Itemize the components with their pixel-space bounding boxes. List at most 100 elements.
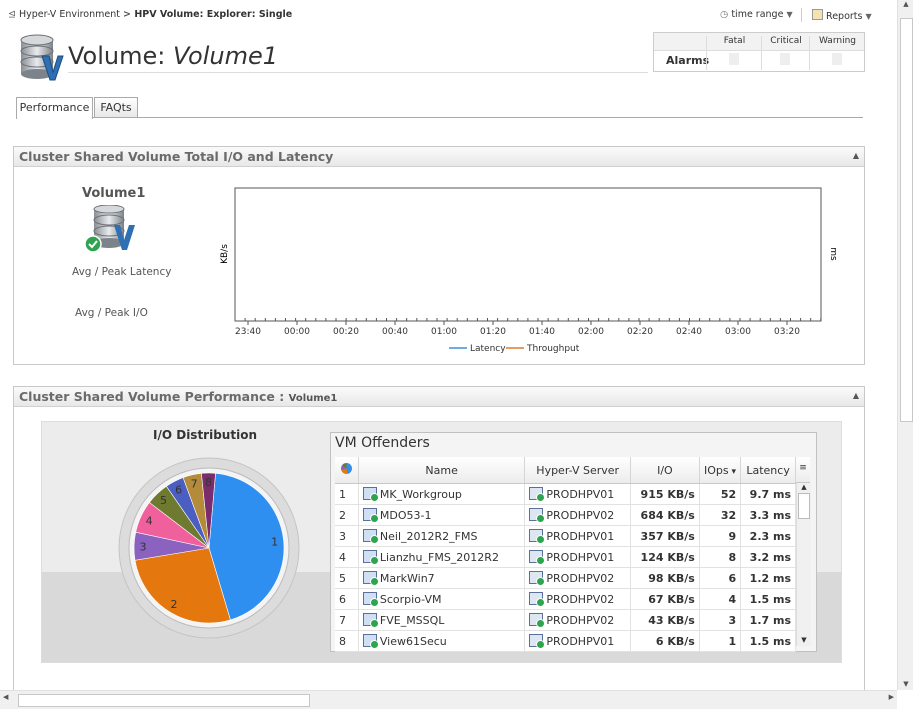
alarm-column-header: Critical	[761, 36, 810, 70]
table-cell: 1.7 ms	[740, 609, 796, 631]
io-value: 6 KB/s	[655, 634, 695, 648]
table-cell: PRODHPV02	[524, 504, 631, 526]
iops-value: 6	[728, 571, 737, 585]
vm-name[interactable]: Neil_2012R2_FMS	[379, 530, 478, 543]
row-index: 1	[339, 487, 346, 501]
server-name[interactable]: PRODHPV01	[546, 488, 615, 501]
table-cell: 3.2 ms	[740, 546, 796, 568]
table-cell: 9	[699, 525, 742, 547]
latency-value: 3.2 ms	[749, 550, 791, 564]
title-name: Volume1	[173, 42, 278, 70]
latency-value: 2.3 ms	[749, 529, 791, 543]
x-tick-label: 00:20	[333, 327, 359, 337]
table-cell: 3.3 ms	[740, 504, 796, 526]
time-range-button[interactable]: ◷ time range ▼	[720, 9, 793, 20]
slice-label: 8	[205, 476, 212, 489]
column-header[interactable]: IOps ▾	[699, 457, 742, 484]
vm-name[interactable]: MDO53-1	[379, 509, 432, 522]
breadcrumb-parent[interactable]: Hyper-V Environment	[19, 9, 120, 20]
column-header[interactable]: I/O	[630, 457, 700, 484]
server-name[interactable]: PRODHPV02	[546, 614, 615, 627]
server-name[interactable]: PRODHPV01	[546, 530, 615, 543]
vm-name[interactable]: FVE_MSSQL	[379, 614, 445, 627]
table-cell: 8	[699, 546, 742, 568]
table-cell: 5	[335, 567, 359, 589]
table-row: 2 MDO53-1 PRODHPV02 684 KB/s 32 3.3 ms	[335, 504, 796, 526]
table-cell: 3	[699, 609, 742, 631]
io-value: 124 KB/s	[640, 550, 695, 564]
x-tick-label: 00:00	[284, 327, 310, 337]
reports-button[interactable]: Reports ▼	[812, 9, 872, 22]
breadcrumb: ⊴ Hyper-V Environment > HPV Volume: Expl…	[8, 9, 293, 20]
chart-column-header[interactable]	[335, 457, 359, 484]
x-tick-label: 01:20	[480, 327, 506, 337]
slice-label: 7	[191, 478, 198, 491]
iops-value: 8	[728, 550, 737, 564]
alarm-count-cell	[780, 53, 790, 65]
table-row: 5 MarkWin7 PRODHPV02 98 KB/s 6 1.2 ms	[335, 567, 796, 589]
vm-name[interactable]: View61Secu	[379, 635, 447, 648]
vm-name[interactable]: MarkWin7	[379, 572, 435, 585]
volume-name: Volume1	[82, 186, 146, 201]
iops-value: 4	[728, 592, 737, 606]
io-latency-chart: KB/s ms 23:40 00:00 00:20 00:40 01:00 01:20 01…	[220, 187, 838, 354]
table-scrollbar[interactable]: ▲ ▼	[796, 483, 811, 646]
tab[interactable]: FAQts	[94, 97, 138, 118]
io-value: 98 KB/s	[648, 571, 695, 585]
table-cell: FVE_MSSQL	[358, 609, 526, 631]
table-cell: 1	[699, 630, 742, 652]
column-header[interactable]: Name	[358, 457, 526, 484]
table-cell: Lianzhu_FMS_2012R2	[358, 546, 526, 568]
vm-name[interactable]: Lianzhu_FMS_2012R2	[379, 551, 499, 564]
x-tick-label: 02:40	[676, 327, 702, 337]
latency-value: 1.5 ms	[749, 592, 791, 606]
table-cell: Scorpio-VM	[358, 588, 526, 610]
table-cell: 2.3 ms	[740, 525, 796, 547]
y2-axis-label: ms	[828, 247, 838, 261]
column-menu[interactable]: ≡	[796, 457, 810, 483]
vm-offenders-box: VM Offenders Name Hyper-V Server I/O IOps ▾…	[330, 432, 817, 652]
server-name[interactable]: PRODHPV01	[546, 635, 615, 648]
table-row: 7 FVE_MSSQL PRODHPV02 43 KB/s 3 1.7 ms	[335, 609, 796, 631]
table-cell: 6 KB/s	[630, 630, 700, 652]
x-tick-label: 02:20	[627, 327, 653, 337]
table-cell: 98 KB/s	[630, 567, 700, 589]
title-prefix: Volume:	[68, 42, 166, 70]
server-name[interactable]: PRODHPV02	[546, 572, 615, 585]
title-underline	[68, 72, 648, 73]
slice-label: 2	[171, 598, 178, 611]
tab[interactable]: Performance	[16, 97, 93, 119]
row-index: 7	[339, 613, 346, 627]
x-tick-label: 23:40	[235, 327, 261, 337]
vm-offenders-table: Name Hyper-V Server I/O IOps ▾ Latency 1 MK_W…	[335, 457, 796, 652]
table-row: 6 Scorpio-VM PRODHPV02 67 KB/s 4 1.5 ms	[335, 588, 796, 610]
row-index: 4	[339, 550, 346, 564]
table-cell: 357 KB/s	[630, 525, 700, 547]
table-cell: 7	[335, 609, 359, 631]
table-cell: View61Secu	[358, 630, 526, 652]
table-cell: 1.5 ms	[740, 588, 796, 610]
horizontal-scrollbar[interactable]: ◀ ▶	[0, 690, 897, 709]
vertical-scrollbar[interactable]: ▲ ▼	[897, 0, 913, 690]
collapse-button[interactable]: ▲	[852, 151, 859, 160]
table-cell: 4	[699, 588, 742, 610]
server-name[interactable]: PRODHPV02	[546, 509, 615, 522]
x-tick-label: 03:00	[725, 327, 751, 337]
table-cell: 915 KB/s	[630, 483, 700, 505]
server-name[interactable]: PRODHPV01	[546, 551, 615, 564]
column-header[interactable]: Latency	[740, 457, 796, 484]
slice-label: 6	[175, 483, 182, 496]
column-header[interactable]: Hyper-V Server	[524, 457, 631, 484]
latency-value: 1.7 ms	[749, 613, 791, 627]
slice-label: 3	[140, 540, 147, 553]
x-tick-label: 01:00	[431, 327, 457, 337]
vm-name[interactable]: MK_Workgroup	[379, 488, 462, 501]
vm-name[interactable]: Scorpio-VM	[379, 593, 442, 606]
table-cell: PRODHPV01	[524, 630, 631, 652]
collapse-button[interactable]: ▲	[852, 391, 859, 400]
server-name[interactable]: PRODHPV02	[546, 593, 615, 606]
vm-offenders-title: VM Offenders	[335, 435, 430, 451]
io-latency-panel: Cluster Shared Volume Total I/O and Late…	[13, 146, 865, 365]
table-cell: MarkWin7	[358, 567, 526, 589]
